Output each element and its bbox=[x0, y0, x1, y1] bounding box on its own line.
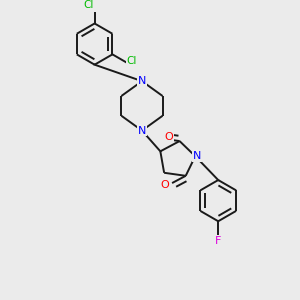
Text: F: F bbox=[215, 236, 221, 246]
Text: Cl: Cl bbox=[127, 56, 137, 66]
Text: N: N bbox=[193, 151, 202, 161]
Text: Cl: Cl bbox=[83, 0, 94, 10]
Text: N: N bbox=[138, 76, 146, 86]
Text: O: O bbox=[160, 180, 169, 190]
Text: O: O bbox=[164, 132, 173, 142]
Text: N: N bbox=[138, 126, 146, 136]
